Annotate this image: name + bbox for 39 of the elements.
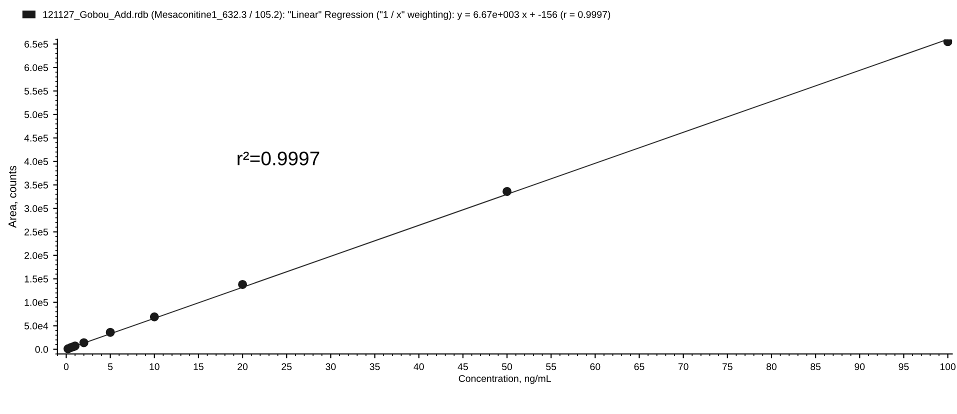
y-tick-label: 0.0 <box>35 346 48 353</box>
y-tick-label: 3.0e5 <box>24 205 48 212</box>
x-tick-label: 90 <box>854 363 865 370</box>
y-tick-label: 2.0e5 <box>24 252 48 259</box>
x-tick-label: 5 <box>108 363 113 370</box>
x-tick-label: 60 <box>590 363 600 370</box>
x-tick-label: 20 <box>238 363 248 370</box>
y-tick-label: 5.0e5 <box>24 111 48 118</box>
x-tick-label: 45 <box>458 363 468 370</box>
x-tick-label: 85 <box>810 363 821 370</box>
x-tick-label: 50 <box>502 363 512 370</box>
x-tick-label: 100 <box>940 363 956 370</box>
y-tick-label: 1.0e5 <box>24 299 48 306</box>
x-tick-label: 25 <box>282 363 292 370</box>
annotation: r²=0.9997 <box>238 152 320 166</box>
x-tick-label: 0 <box>64 363 69 370</box>
y-tick-label: 6.5e5 <box>24 40 48 48</box>
x-tick-label: 75 <box>722 363 732 370</box>
y-tick-label: 6.0e5 <box>24 64 48 72</box>
y-axis-title: Area, counts <box>8 166 18 228</box>
x-axis-title: Concentration, ng/mL <box>458 374 551 384</box>
x-tick-label: 10 <box>150 363 160 370</box>
x-tick-label: 65 <box>634 363 644 370</box>
y-tick-label: 4.5e5 <box>24 134 48 142</box>
x-tick-label: 35 <box>370 363 380 370</box>
y-tick-label: 2.5e5 <box>24 228 48 236</box>
y-tick-label: 1.5e5 <box>24 276 48 282</box>
legend-label: 121127_Gobou_Add.rdb (Mesaconitine1_632.3 / 105.2): "Linear" Regression ("1 / x" weighting): y = 6.67e+003 x + -156 (r = 0.9997) <box>43 10 610 20</box>
y-tick-label: 5.0e4 <box>24 322 48 330</box>
x-tick-label: 95 <box>898 363 909 370</box>
x-tick-label: 70 <box>678 363 688 370</box>
y-tick-label: 3.5e5 <box>24 182 48 189</box>
y-tick-label: 4.0e5 <box>24 158 48 166</box>
x-tick-label: 40 <box>414 363 424 370</box>
x-tick-label: 15 <box>194 363 204 370</box>
x-tick-label: 55 <box>546 363 556 370</box>
x-tick-label: 30 <box>326 363 336 370</box>
x-tick-label: 80 <box>766 363 777 370</box>
y-tick-label: 5.5e5 <box>24 88 48 95</box>
